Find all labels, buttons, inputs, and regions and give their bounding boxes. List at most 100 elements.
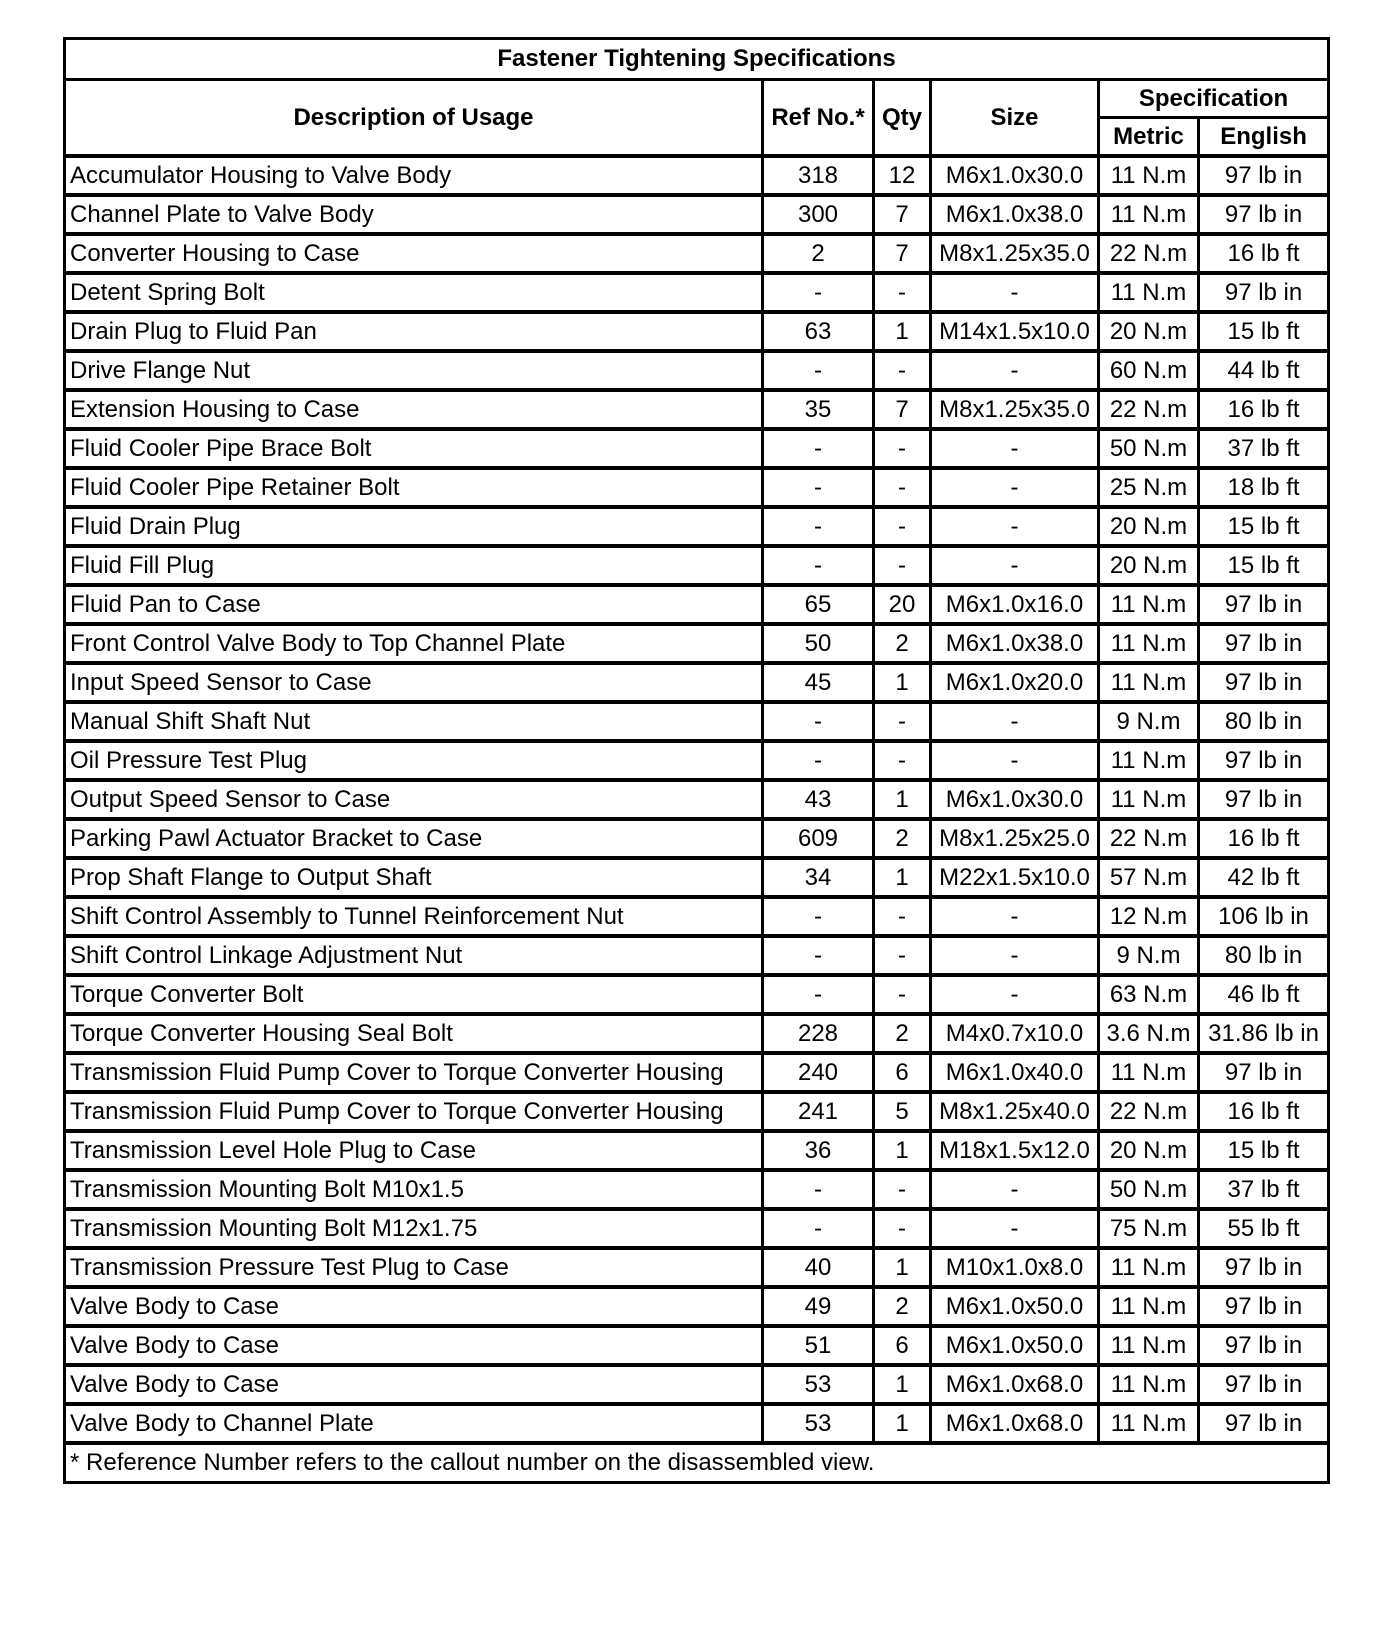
cell-english: 16 lb ft [1196,1090,1331,1133]
cell-metric: 50 N.m [1097,427,1200,470]
cell-english: 97 lb in [1196,271,1331,314]
cell-english: 97 lb in [1196,154,1331,197]
cell-english: 55 lb ft [1196,1207,1331,1250]
table-row: Channel Plate to Valve Body 300 7 M6x1.0x38… [63,193,1331,236]
cell-qty: 20 [872,583,932,626]
cell-description: Detent Spring Bolt [63,271,764,314]
cell-ref-no: 241 [761,1090,875,1133]
table-row: Converter Housing to Case 2 7 M8x1.25x35.0 2… [63,232,1331,275]
cell-qty: - [872,934,932,977]
table-row: Prop Shaft Flange to Output Shaft 34 1 M22x… [63,856,1331,899]
cell-metric: 63 N.m [1097,973,1200,1016]
table-row: Front Control Valve Body to Top Channel … [63,622,1331,665]
cell-size: M6x1.0x50.0 [929,1324,1100,1367]
cell-ref-no: - [761,466,875,509]
cell-metric: 60 N.m [1097,349,1200,392]
cell-size: - [929,934,1100,977]
table-row: Transmission Fluid Pump Cover to Torque … [63,1051,1331,1094]
table-row: Input Speed Sensor to Case 45 1 M6x1.0x20.0… [63,661,1331,704]
cell-description: Shift Control Assembly to Tunnel Reinfor… [63,895,764,938]
cell-description: Front Control Valve Body to Top Channel … [63,622,764,665]
cell-qty: 1 [872,1363,932,1406]
table-row: Torque Converter Bolt - - -63 N.m 46 lb ft [63,973,1331,1016]
cell-english: 37 lb ft [1196,427,1331,470]
cell-metric: 22 N.m [1097,388,1200,431]
cell-size: - [929,1168,1100,1211]
table-row: Valve Body to Case 51 6 M6x1.0x50.0 11 N.m 97… [63,1324,1331,1367]
cell-description: Extension Housing to Case [63,388,764,431]
cell-metric: 20 N.m [1097,1129,1200,1172]
table-row: Torque Converter Housing Seal Bolt 228 2 M4… [63,1012,1331,1055]
cell-description: Transmission Fluid Pump Cover to Torque … [63,1051,764,1094]
cell-ref-no: - [761,934,875,977]
cell-size: M18x1.5x12.0 [929,1129,1100,1172]
cell-english: 97 lb in [1196,778,1331,821]
cell-english: 97 lb in [1196,661,1331,704]
cell-description: Parking Pawl Actuator Bracket to Case [63,817,764,860]
cell-metric: 11 N.m [1097,1051,1200,1094]
table-row: Transmission Fluid Pump Cover to Torque … [63,1090,1331,1133]
cell-size: M6x1.0x50.0 [929,1285,1100,1328]
cell-qty: 1 [872,1402,932,1445]
cell-ref-no: 35 [761,388,875,431]
cell-english: 16 lb ft [1196,817,1331,860]
cell-qty: 5 [872,1090,932,1133]
cell-english: 46 lb ft [1196,973,1331,1016]
table-row: Transmission Pressure Test Plug to Case 4… [63,1246,1331,1289]
cell-metric: 12 N.m [1097,895,1200,938]
cell-metric: 11 N.m [1097,739,1200,782]
cell-metric: 11 N.m [1097,1285,1200,1328]
cell-ref-no: 49 [761,1285,875,1328]
cell-metric: 11 N.m [1097,1246,1200,1289]
cell-description: Torque Converter Bolt [63,973,764,1016]
cell-size: M6x1.0x68.0 [929,1363,1100,1406]
cell-ref-no: - [761,895,875,938]
cell-ref-no: - [761,427,875,470]
cell-qty: - [872,973,932,1016]
cell-metric: 20 N.m [1097,310,1200,353]
cell-ref-no: 240 [761,1051,875,1094]
cell-metric: 57 N.m [1097,856,1200,899]
cell-metric: 20 N.m [1097,544,1200,587]
cell-size: - [929,466,1100,509]
table-row: Accumulator Housing to Valve Body 318 12 M6… [63,154,1331,197]
cell-size: - [929,739,1100,782]
cell-description: Valve Body to Case [63,1363,764,1406]
cell-size: M14x1.5x10.0 [929,310,1100,353]
cell-ref-no: 36 [761,1129,875,1172]
cell-english: 97 lb in [1196,1246,1331,1289]
cell-metric: 22 N.m [1097,1090,1200,1133]
cell-ref-no: 65 [761,583,875,626]
cell-metric: 11 N.m [1097,1363,1200,1406]
cell-metric: 9 N.m [1097,700,1200,743]
cell-description: Drain Plug to Fluid Pan [63,310,764,353]
table-row: Shift Control Assembly to Tunnel Reinfor… [63,895,1331,938]
cell-english: 16 lb ft [1196,388,1331,431]
cell-size: M8x1.25x35.0 [929,388,1100,431]
cell-description: Transmission Fluid Pump Cover to Torque … [63,1090,764,1133]
cell-qty: 2 [872,1285,932,1328]
cell-size: M6x1.0x30.0 [929,154,1100,197]
header-size: Size [929,78,1100,158]
cell-size: - [929,349,1100,392]
cell-qty: - [872,466,932,509]
cell-ref-no: 53 [761,1402,875,1445]
cell-english: 42 lb ft [1196,856,1331,899]
cell-qty: 1 [872,1246,932,1289]
cell-qty: 2 [872,1012,932,1055]
cell-metric: 75 N.m [1097,1207,1200,1250]
cell-ref-no: - [761,1207,875,1250]
cell-size: M6x1.0x16.0 [929,583,1100,626]
cell-description: Manual Shift Shaft Nut [63,700,764,743]
cell-ref-no: - [761,1168,875,1211]
table-row: Shift Control Linkage Adjustment Nut - - -9… [63,934,1331,977]
cell-metric: 11 N.m [1097,1324,1200,1367]
header-qty: Qty [872,78,932,158]
cell-ref-no: 63 [761,310,875,353]
cell-size: M6x1.0x20.0 [929,661,1100,704]
cell-english: 80 lb in [1196,934,1331,977]
cell-qty: 7 [872,388,932,431]
cell-english: 15 lb ft [1196,1129,1331,1172]
table-row: Manual Shift Shaft Nut - - -9 N.m 80 lb in [63,700,1331,743]
table-row: Fluid Pan to Case 65 20 M6x1.0x16.0 11 N.m 97… [63,583,1331,626]
